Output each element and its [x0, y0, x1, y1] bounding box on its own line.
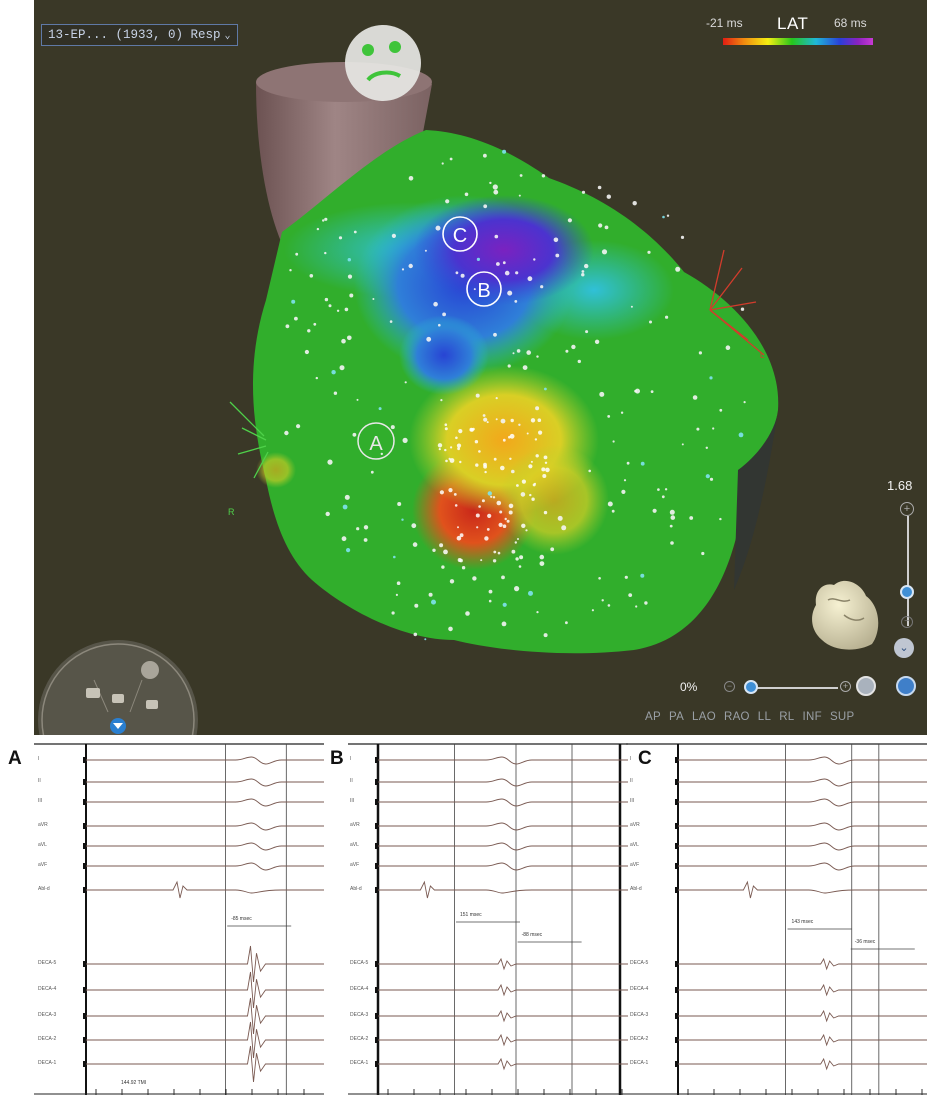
- panel-a-letter: A: [8, 748, 22, 769]
- lead-label: Abl-d: [38, 886, 50, 892]
- opacity-icon[interactable]: [856, 676, 876, 696]
- electrogram-panel-c: I II III aVR aVL aVF Abl-d DECA-5 DECA-4 DECA-3 DE…: [626, 740, 927, 1095]
- marker-a[interactable]: A: [357, 422, 395, 460]
- zoom-out-button[interactable]: −: [901, 616, 913, 628]
- orientation-axis-right: [709, 249, 765, 356]
- lead-label: aVR: [630, 822, 640, 828]
- lead-label: II: [38, 778, 41, 784]
- electrogram-panel-b: I II III aVR aVL aVF Abl-d DECA-5 DECA-4 DECA-3 DE…: [348, 740, 628, 1095]
- view-preset-rao[interactable]: RAO: [723, 711, 750, 723]
- electrogram-traces: [348, 743, 628, 1095]
- view-preset-sup[interactable]: SUP: [829, 711, 855, 723]
- view-preset-pa[interactable]: PA: [668, 711, 685, 723]
- lead-label: aVR: [38, 822, 48, 828]
- lead-label: aVL: [38, 842, 47, 848]
- orientation-label-l: L: [760, 351, 765, 360]
- catheter-view-icon[interactable]: [345, 25, 421, 101]
- lead-label: Abl-d: [350, 886, 362, 892]
- lead-label: I: [38, 756, 40, 762]
- opacity-value: 0%: [680, 680, 698, 694]
- zoom-value: 1.68: [887, 478, 913, 493]
- orientation-gizmo-icon[interactable]: [38, 640, 198, 735]
- lead-label: I: [350, 756, 352, 762]
- marker-a-label: A: [369, 433, 383, 455]
- view-preset-inf[interactable]: INF: [802, 711, 822, 723]
- lead-label: aVF: [630, 862, 640, 868]
- panel-c-letter: C: [638, 748, 652, 769]
- lead-label: DECA-2: [350, 1036, 369, 1042]
- chamber-surface[interactable]: [252, 130, 779, 654]
- chevron-down-icon: ⌄: [224, 31, 231, 42]
- view-preset-ll[interactable]: LL: [757, 711, 772, 723]
- lead-label: DECA-1: [630, 1060, 649, 1066]
- view-preset-bar: AP PA LAO RAO LL RL INF SUP: [645, 711, 855, 723]
- orientation-label-r: R: [228, 507, 235, 517]
- orientation-axis-left: [229, 401, 269, 479]
- lead-label: aVL: [630, 842, 639, 848]
- lead-label: III: [630, 798, 635, 804]
- lat-title: LAT: [777, 14, 809, 33]
- lead-label: aVF: [350, 862, 360, 868]
- lat-max-label: 68 ms: [834, 16, 867, 30]
- marker-b[interactable]: B: [466, 271, 502, 307]
- electrogram-traces: [626, 743, 927, 1095]
- marker-c[interactable]: C: [442, 216, 478, 252]
- lead-label: aVF: [38, 862, 48, 868]
- lead-label: DECA-4: [38, 986, 57, 992]
- interval-label: -88 msec: [521, 932, 543, 938]
- zoom-slider-handle[interactable]: [900, 585, 914, 599]
- zoom-in-button[interactable]: +: [900, 502, 914, 516]
- view-preset-lao[interactable]: LAO: [692, 711, 716, 723]
- panel-b-letter: B: [330, 748, 344, 769]
- interval-label: -36 msec: [854, 939, 876, 945]
- footer-label: 144.92 TMI: [121, 1080, 147, 1086]
- lead-label: DECA-3: [38, 1012, 57, 1018]
- heart-icon[interactable]: [812, 580, 879, 650]
- lead-label: Abl-d: [630, 886, 642, 892]
- sample-points: [284, 149, 746, 641]
- interval-label: 151 msec: [460, 912, 482, 918]
- lat-color-scale[interactable]: [723, 38, 873, 45]
- marker-c-label: C: [453, 225, 467, 247]
- electrogram-traces: [34, 743, 324, 1095]
- lat-map-canvas[interactable]: R L C B A: [34, 0, 927, 735]
- interval-label: 143 msec: [791, 919, 814, 925]
- map-selector-label: 13-EP... (1933, 0) Resp: [48, 28, 221, 42]
- lead-label: I: [630, 756, 632, 762]
- lead-label: DECA-3: [350, 1012, 369, 1018]
- lead-label: DECA-3: [630, 1012, 649, 1018]
- view-preset-rl[interactable]: RL: [779, 711, 795, 723]
- view-preset-ap[interactable]: AP: [645, 711, 661, 723]
- lead-label: aVR: [350, 822, 360, 828]
- lead-label: DECA-4: [630, 986, 649, 992]
- lead-label: II: [350, 778, 353, 784]
- opacity-decrease-button[interactable]: −: [724, 681, 735, 692]
- reset-view-icon[interactable]: [896, 676, 916, 696]
- map-selector-dropdown[interactable]: 13-EP... (1933, 0) Resp ⌄: [41, 24, 238, 46]
- chevron-down-icon[interactable]: ⌄: [894, 638, 914, 658]
- opacity-slider-handle[interactable]: [744, 680, 758, 694]
- lead-label: DECA-5: [38, 960, 57, 966]
- lead-label: aVL: [350, 842, 359, 848]
- lead-label: III: [350, 798, 355, 804]
- marker-b-label: B: [477, 280, 490, 302]
- lead-label: DECA-5: [630, 960, 649, 966]
- cardiac-map-viewer[interactable]: R L C B A: [34, 0, 927, 735]
- lead-label: DECA-1: [38, 1060, 57, 1066]
- lead-label: II: [630, 778, 633, 784]
- opacity-increase-button[interactable]: +: [840, 681, 851, 692]
- lead-label: DECA-1: [350, 1060, 369, 1066]
- opacity-slider[interactable]: [746, 687, 838, 689]
- lead-label: DECA-2: [38, 1036, 57, 1042]
- lead-label: DECA-4: [350, 986, 369, 992]
- lead-label: DECA-5: [350, 960, 369, 966]
- lead-label: III: [38, 798, 43, 804]
- interval-label: -85 msec: [231, 916, 252, 922]
- lead-label: DECA-2: [630, 1036, 649, 1042]
- lat-min-label: -21 ms: [706, 16, 743, 30]
- zoom-slider[interactable]: [907, 516, 909, 626]
- electrogram-panel-a: I II III aVR aVL aVF Abl-d DECA-5 DECA-4 DECA-3 DE…: [34, 740, 324, 1095]
